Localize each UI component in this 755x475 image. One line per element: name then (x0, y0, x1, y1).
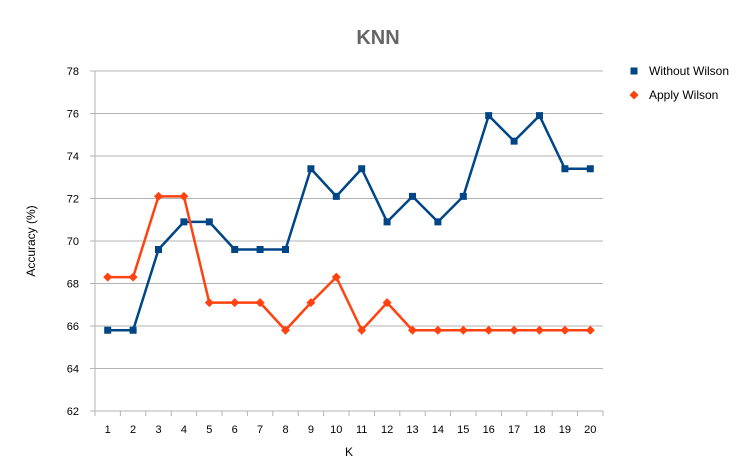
series-0-point-1 (129, 326, 137, 334)
chart-title: KNN (356, 27, 399, 49)
x-tick-label-10: 11 (356, 424, 367, 436)
x-tick-labels: 1 2 3 4 5 6 7 8 9 10 11 12 13 14 15 16 17 18 19 20 (105, 424, 597, 436)
series-1-point-15 (484, 325, 494, 335)
series-1-point-14 (458, 325, 468, 335)
y-tick-label-0: 62 (67, 406, 79, 418)
series-0-point-11 (383, 218, 391, 226)
series-0-point-9 (332, 192, 340, 200)
series-line-0 (107, 114, 591, 332)
series-0-point-14 (459, 192, 467, 200)
x-tick-label-14: 15 (457, 424, 469, 436)
series-0-point-8 (307, 165, 315, 173)
x-tick-label-16: 17 (508, 424, 520, 436)
x-tick-label-18: 19 (559, 424, 571, 436)
y-tick-label-6: 74 (67, 151, 79, 163)
x-tick-label-9: 10 (330, 424, 342, 436)
x-tick-label-11: 12 (381, 424, 393, 436)
series-1-point-18 (560, 325, 570, 335)
series-1-point-1 (128, 272, 138, 282)
series-0-point-10 (358, 165, 366, 173)
legend-label-1: Apply Wilson (649, 88, 718, 102)
y-tick-label-5: 72 (67, 194, 79, 206)
series-1-point-10 (357, 325, 367, 335)
x-tick-label-15: 16 (483, 424, 495, 436)
x-tick-label-1: 2 (130, 424, 136, 436)
series-1-point-12 (408, 325, 417, 335)
y-tick-label-4: 70 (67, 236, 79, 248)
series-0-point-4 (205, 218, 213, 226)
y-tick-labels: 62 64 66 68 70 72 74 76 78 (67, 66, 79, 418)
x-tick-label-5: 6 (232, 424, 238, 436)
series-1 (103, 191, 595, 335)
x-tick-label-2: 3 (155, 424, 161, 436)
x-tick-label-19: 20 (584, 424, 596, 436)
series-1-point-9 (331, 272, 341, 282)
legend-marker-0 (630, 67, 638, 75)
x-tick-label-12: 13 (406, 424, 418, 436)
series-1-point-6 (255, 298, 265, 308)
series-0-point-0 (104, 326, 112, 334)
gridlines (90, 70, 603, 412)
x-tick-label-17: 18 (533, 424, 545, 436)
y-tick-label-7: 76 (67, 109, 79, 121)
series-0-point-5 (231, 246, 239, 253)
axes (94, 71, 604, 416)
series-1-point-4 (204, 298, 214, 308)
x-tick-label-8: 9 (308, 424, 314, 436)
x-tick-label-7: 8 (282, 424, 288, 436)
series-line-1 (107, 195, 591, 332)
series-layer (103, 112, 595, 335)
series-1-point-0 (103, 272, 113, 282)
y-tick-label-1: 64 (67, 364, 79, 376)
x-tick-label-4: 5 (206, 424, 212, 436)
series-0-point-17 (536, 112, 543, 120)
series-0-point-19 (586, 165, 594, 173)
series-0-point-16 (510, 137, 518, 145)
x-tick-label-0: 1 (105, 424, 111, 436)
x-tick-label-13: 14 (432, 424, 444, 436)
series-1-point-19 (585, 325, 595, 335)
series-0-point-18 (561, 165, 569, 173)
series-1-point-5 (230, 298, 240, 308)
series-1-point-16 (509, 325, 519, 335)
y-tick-label-3: 68 (67, 279, 79, 291)
series-0-point-6 (256, 246, 264, 253)
x-axis-label: K (345, 445, 353, 459)
series-1-point-17 (535, 325, 544, 335)
series-1-point-13 (433, 325, 443, 335)
legend-marker-1 (629, 90, 639, 100)
series-0 (104, 112, 594, 334)
y-tick-label-2: 66 (67, 321, 79, 333)
series-0-point-12 (409, 192, 416, 200)
series-1-point-7 (281, 325, 290, 335)
series-0-point-3 (180, 218, 188, 226)
series-0-point-2 (155, 246, 162, 253)
series-1-point-11 (382, 298, 392, 308)
x-tick-label-6: 7 (257, 424, 263, 436)
x-tick-label-3: 4 (181, 424, 187, 436)
series-0-point-7 (282, 246, 289, 253)
legend-label-0: Without Wilson (649, 64, 729, 78)
series-0-point-13 (434, 218, 442, 226)
series-1-point-2 (154, 191, 163, 201)
y-tick-label-8: 78 (67, 66, 79, 78)
series-1-point-8 (306, 298, 316, 308)
series-1-point-3 (179, 191, 189, 201)
series-0-point-15 (485, 112, 493, 120)
legend: Without Wilson Apply Wilson (629, 64, 729, 102)
y-axis-label: Accuracy (%) (24, 205, 38, 276)
